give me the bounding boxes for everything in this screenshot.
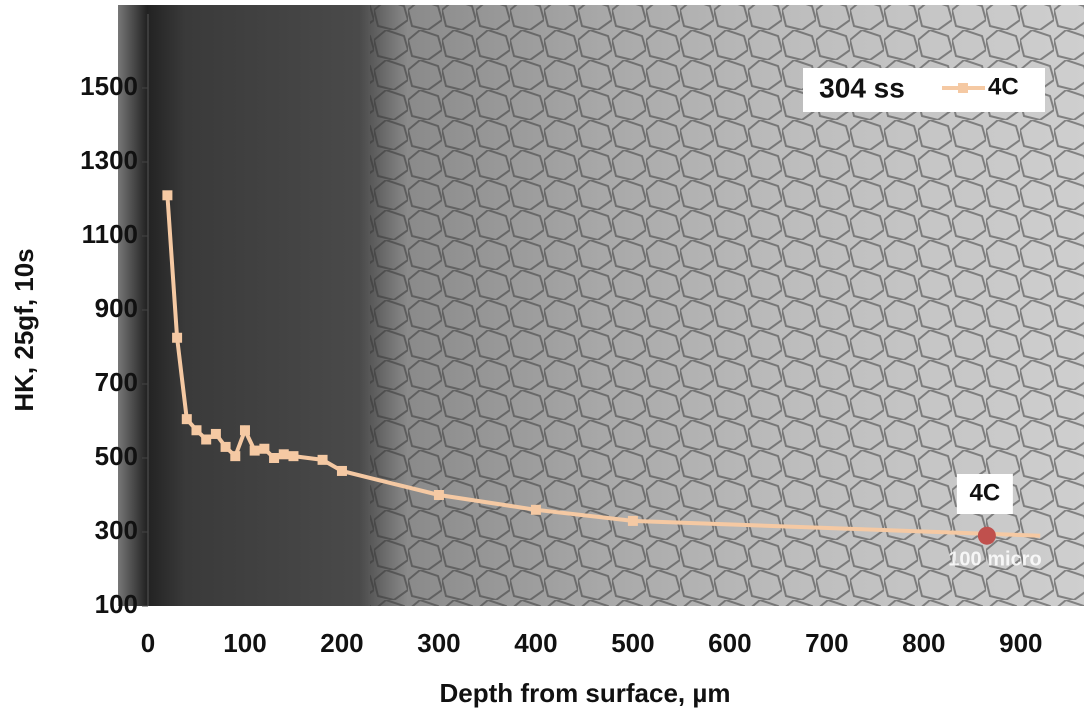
data-marker	[172, 332, 183, 343]
y-tick-label: 100	[95, 589, 138, 619]
data-marker	[278, 449, 289, 460]
x-tick-label: 700	[805, 628, 848, 658]
highlight-point	[977, 526, 996, 545]
data-marker	[210, 428, 221, 439]
y-axis-title: HK, 25gf, 10s	[9, 248, 39, 411]
x-tick-label: 200	[320, 628, 363, 658]
highlight-label-box	[956, 474, 1013, 514]
data-marker	[181, 414, 192, 425]
material-label: 304 ss	[819, 72, 905, 103]
data-marker	[269, 453, 280, 463]
x-tick-label: 900	[999, 628, 1042, 658]
data-marker	[627, 515, 638, 526]
data-marker	[317, 454, 328, 465]
y-tick-label: 700	[95, 367, 138, 397]
scale-label: 100 micro	[948, 548, 1041, 570]
y-tick-label: 1500	[80, 71, 138, 101]
legend-marker	[958, 83, 968, 93]
y-tick-label: 500	[95, 441, 138, 471]
y-tick-label: 1100	[82, 219, 138, 249]
data-marker	[433, 490, 444, 500]
data-marker	[259, 443, 270, 454]
x-tick-label: 800	[902, 628, 945, 658]
x-tick-label: 0	[141, 628, 155, 658]
data-marker	[162, 190, 173, 201]
data-marker	[530, 504, 541, 515]
x-tick-label: 400	[514, 628, 557, 658]
data-marker	[230, 451, 241, 462]
data-marker	[336, 465, 347, 476]
x-tick-label: 600	[708, 628, 751, 658]
x-tick-label: 100	[223, 628, 266, 658]
x-axis-title: Depth from surface, µm	[440, 678, 731, 708]
legend	[803, 68, 1045, 112]
legend-label: 4C	[988, 73, 1019, 100]
data-marker	[191, 425, 202, 436]
data-marker	[220, 441, 231, 452]
highlight-label: 4C	[970, 479, 1001, 506]
y-tick-label: 300	[95, 515, 138, 545]
y-tick-label: 1300	[80, 145, 138, 175]
x-tick-label: 500	[611, 628, 654, 658]
data-marker	[201, 434, 212, 445]
data-marker	[239, 425, 250, 436]
data-marker	[249, 445, 260, 456]
y-tick-label: 900	[95, 293, 138, 323]
data-marker	[288, 451, 299, 462]
x-tick-label: 300	[417, 628, 460, 658]
